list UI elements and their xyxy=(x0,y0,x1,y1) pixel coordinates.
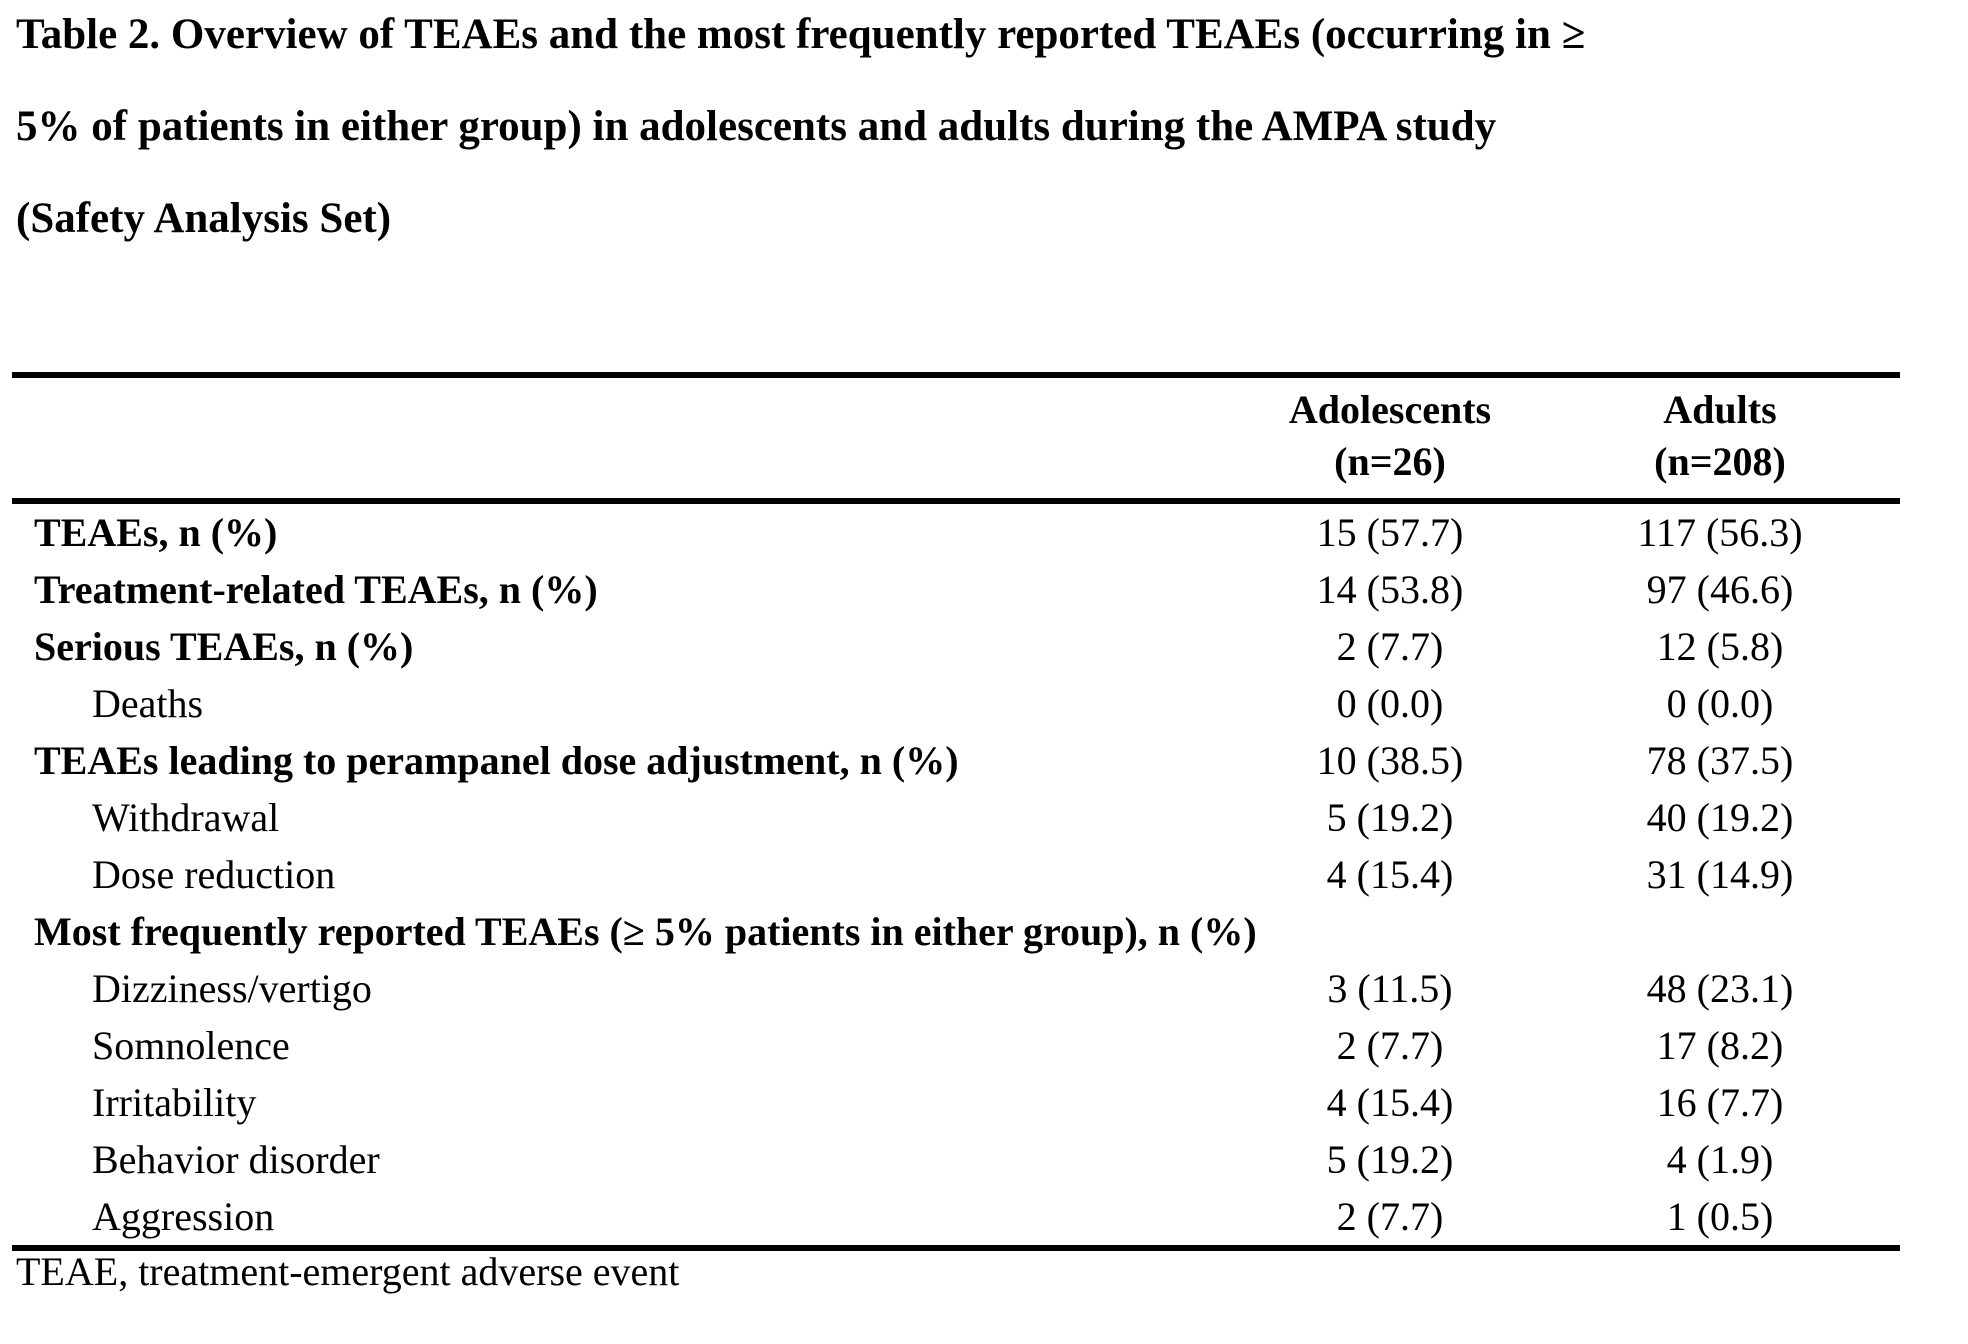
table-row: Most frequently reported TEAEs (≥ 5% pat… xyxy=(12,903,1900,960)
row-label: TEAEs leading to perampanel dose adjustm… xyxy=(34,738,959,783)
table-row: TEAEs leading to perampanel dose adjustm… xyxy=(12,732,1900,789)
col-header-adolescents-group: Adolescents xyxy=(1288,387,1492,432)
table-row: Deaths 0 (0.0) 0 (0.0) xyxy=(12,675,1900,732)
row-label: Irritability xyxy=(92,1080,257,1125)
row-label: Serious TEAEs, n (%) xyxy=(34,624,414,669)
header-row: Adolescents (n=26) Adults (n=208) xyxy=(12,375,1900,504)
row-label: Behavior disorder xyxy=(92,1137,380,1182)
col-header-adults-group: Adults xyxy=(1663,387,1777,432)
row-label: Withdrawal xyxy=(92,795,280,840)
row-label: Somnolence xyxy=(92,1023,290,1068)
adolescents-value: 2 (7.7) xyxy=(1336,624,1444,669)
table-row: Aggression 2 (7.7) 1 (0.5) xyxy=(12,1188,1900,1248)
adolescents-value: 0 (0.0) xyxy=(1336,681,1444,726)
table-row: Treatment-related TEAEs, n (%) 14 (53.8) 9… xyxy=(12,561,1900,618)
adults-value: 117 (56.3) xyxy=(1637,510,1803,555)
table-row: Somnolence 2 (7.7) 17 (8.2) xyxy=(12,1017,1900,1074)
row-label: Dizziness/vertigo xyxy=(92,966,372,1011)
adults-value: 48 (23.1) xyxy=(1646,966,1794,1011)
adolescents-value: 4 (15.4) xyxy=(1326,1080,1454,1125)
caption-line-3: (Safety Analysis Set) xyxy=(16,195,392,242)
table-row: Irritability 4 (15.4) 16 (7.7) xyxy=(12,1074,1900,1131)
adults-value: 12 (5.8) xyxy=(1656,624,1784,669)
adolescents-value: 5 (19.2) xyxy=(1326,1137,1454,1182)
adolescents-value: 2 (7.7) xyxy=(1336,1194,1444,1239)
adolescents-value: 4 (15.4) xyxy=(1326,852,1454,897)
adults-value: 31 (14.9) xyxy=(1646,852,1794,897)
adults-value: 40 (19.2) xyxy=(1646,795,1794,840)
adults-value: 0 (0.0) xyxy=(1666,681,1774,726)
adolescents-value: 15 (57.7) xyxy=(1316,510,1464,555)
adolescents-value: 10 (38.5) xyxy=(1316,738,1464,783)
adolescents-value: 3 (11.5) xyxy=(1327,966,1453,1011)
table-row: TEAEs, n (%) 15 (57.7) 117 (56.3) xyxy=(12,501,1900,561)
row-label: Most frequently reported TEAEs (≥ 5% pat… xyxy=(34,909,1257,954)
table-row: Dose reduction 4 (15.4) 31 (14.9) xyxy=(12,846,1900,903)
col-header-adults-n: (n=208) xyxy=(1654,439,1786,484)
footnote: TEAE, treatment-emergent adverse event xyxy=(16,1249,680,1294)
table-row: Serious TEAEs, n (%) 2 (7.7) 12 (5.8) xyxy=(12,618,1900,675)
row-label-header xyxy=(12,375,1240,504)
row-label: TEAEs, n (%) xyxy=(34,510,278,555)
col-header-adolescents: Adolescents (n=26) xyxy=(1240,375,1540,504)
adolescents-value: 2 (7.7) xyxy=(1336,1023,1444,1068)
caption-line-1: Table 2. Overview of TEAEs and the most … xyxy=(16,11,1586,58)
row-label: Treatment-related TEAEs, n (%) xyxy=(34,567,598,612)
table-row: Dizziness/vertigo 3 (11.5) 48 (23.1) xyxy=(12,960,1900,1017)
row-label: Aggression xyxy=(92,1194,275,1239)
table-row: Withdrawal 5 (19.2) 40 (19.2) xyxy=(12,789,1900,846)
table-row: Behavior disorder 5 (19.2) 4 (1.9) xyxy=(12,1131,1900,1188)
row-label: Dose reduction xyxy=(92,852,336,897)
col-header-adults: Adults (n=208) xyxy=(1540,375,1900,504)
adults-value: 1 (0.5) xyxy=(1666,1194,1774,1239)
table-caption: Table 2. Overview of TEAEs and the most … xyxy=(16,10,1616,286)
teae-summary-table: Adolescents (n=26) Adults (n=208) TEAEs,… xyxy=(12,372,1900,1251)
adults-value: 16 (7.7) xyxy=(1656,1080,1784,1125)
adults-value: 78 (37.5) xyxy=(1646,738,1794,783)
col-header-adolescents-n: (n=26) xyxy=(1334,439,1446,484)
adolescents-value: 5 (19.2) xyxy=(1326,795,1454,840)
caption-line-2: 5% of patients in either group) in adole… xyxy=(16,103,1497,150)
adults-value: 17 (8.2) xyxy=(1656,1023,1784,1068)
row-label: Deaths xyxy=(92,681,204,726)
adults-value: 97 (46.6) xyxy=(1646,567,1794,612)
adolescents-value: 14 (53.8) xyxy=(1316,567,1464,612)
adults-value: 4 (1.9) xyxy=(1666,1137,1774,1182)
